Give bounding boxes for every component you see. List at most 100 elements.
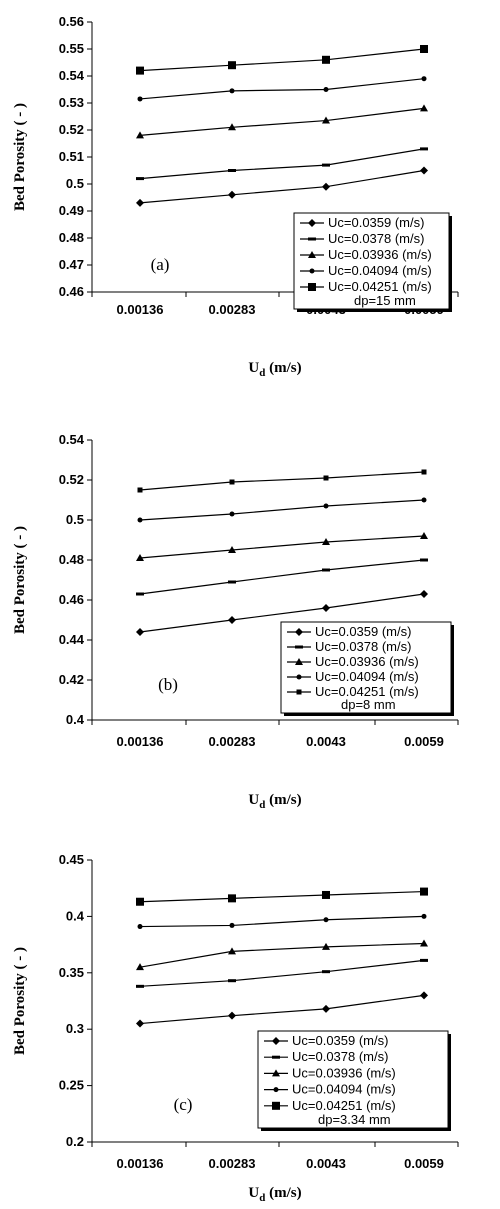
x-tick-label: 0.0059	[404, 734, 444, 749]
legend-entry: Uc=0.0359 (m/s)	[292, 1033, 388, 1048]
y-axis-title: Bed Porosity ( - )	[12, 103, 28, 211]
series-line	[139, 915, 425, 928]
data-point	[420, 939, 428, 947]
legend-swatch-marker	[273, 1087, 279, 1093]
x-axis-title-subscript: d	[259, 367, 265, 379]
legend-swatch-marker	[272, 1055, 280, 1059]
data-point	[136, 198, 144, 207]
x-axis-title: Ud (m/s)	[248, 360, 301, 379]
data-point	[228, 979, 236, 983]
data-point	[322, 970, 330, 974]
series-5	[136, 45, 428, 75]
series-5	[137, 469, 427, 493]
legend-swatch-marker	[295, 628, 303, 636]
series-line	[139, 148, 425, 180]
legend-swatch-marker	[272, 1069, 280, 1077]
legend-entry: Uc=0.03936 (m/s)	[315, 654, 419, 669]
data-point	[136, 592, 144, 596]
x-tick-label: 0.00283	[209, 302, 256, 317]
legend-entry: Uc=0.04251 (m/s)	[292, 1098, 396, 1113]
y-tick-label: 0.3	[66, 1021, 84, 1036]
data-point	[322, 568, 330, 572]
x-tick-label: 0.00136	[117, 302, 164, 317]
y-tick-label: 0.4	[66, 908, 85, 923]
data-point	[228, 123, 236, 131]
data-point	[229, 479, 235, 485]
data-point	[322, 890, 330, 899]
legend-entry: Uc=0.0378 (m/s)	[328, 231, 424, 246]
series-4	[137, 76, 427, 102]
data-point	[229, 511, 235, 517]
series-line	[139, 890, 425, 903]
y-tick-label: 0.53	[59, 95, 84, 110]
legend-swatch-marker	[272, 1101, 280, 1110]
data-point	[137, 96, 143, 102]
data-point	[228, 169, 236, 172]
y-axis-title: Bed Porosity ( - )	[12, 947, 28, 1055]
series-line	[139, 942, 425, 968]
x-axis-title-subscript: d	[259, 799, 265, 811]
y-tick-label: 0.54	[59, 432, 85, 447]
y-tick-label: 0.45	[59, 852, 84, 867]
data-point	[229, 88, 235, 94]
legend-entry: Uc=0.04094 (m/s)	[292, 1082, 396, 1097]
series-line	[139, 78, 425, 100]
series-line	[139, 499, 425, 521]
data-point	[136, 1019, 144, 1028]
series-2	[136, 958, 428, 988]
data-point	[228, 947, 236, 955]
legend-entry: Uc=0.0378 (m/s)	[292, 1049, 388, 1064]
y-tick-label: 0.42	[59, 672, 84, 687]
legend-swatch-marker	[272, 1037, 280, 1045]
y-tick-label: 0.44	[59, 632, 85, 647]
x-axis-title-main: U	[248, 792, 259, 808]
data-point	[136, 984, 144, 988]
legend-entry: Uc=0.04251 (m/s)	[315, 684, 419, 699]
y-tick-label: 0.52	[59, 472, 84, 487]
data-point	[420, 558, 428, 562]
data-point	[229, 922, 235, 928]
series-line	[139, 593, 425, 633]
panel-label: (a)	[151, 255, 170, 274]
data-point	[323, 475, 329, 481]
data-point	[136, 131, 144, 139]
x-tick-label: 0.0043	[306, 734, 346, 749]
y-tick-label: 0.5	[66, 512, 84, 527]
y-tick-label: 0.5	[66, 176, 84, 191]
legend-box	[280, 621, 452, 714]
x-axis-title-subscript: d	[259, 1192, 265, 1204]
y-tick-label: 0.46	[59, 592, 84, 607]
data-point	[228, 190, 236, 199]
y-axis-title: Bed Porosity ( - )	[12, 526, 28, 634]
data-point	[136, 66, 144, 75]
x-tick-label: 0.0059	[404, 1156, 444, 1171]
x-axis-title-unit: (m/s)	[265, 360, 301, 376]
chart-panel-a: 0.46 0.47 0.48 0.49 0.5 0.51 0.52 0.53 0.54 0.55 0…	[12, 14, 459, 379]
data-point	[420, 45, 428, 53]
data-point	[322, 163, 330, 167]
y-tick-label: 0.47	[59, 257, 84, 272]
chart-panel-b: 0.4 0.42 0.44 0.46 0.48 0.5 0.52 0.54 0.00136 0.0…	[12, 432, 459, 811]
legend-entry: Uc=0.0378 (m/s)	[315, 639, 411, 654]
data-point	[420, 887, 428, 896]
legend-entry: Uc=0.04094 (m/s)	[315, 669, 419, 684]
x-axis-title-unit: (m/s)	[265, 792, 301, 808]
data-point	[420, 104, 428, 112]
data-point	[322, 116, 330, 124]
legend-note: dp=8 mm	[341, 697, 396, 712]
data-point	[137, 924, 143, 930]
data-point	[420, 147, 428, 151]
legend-swatch-marker	[296, 674, 302, 680]
y-tick-label: 0.54	[59, 68, 85, 83]
x-tick-label: 0.00136	[117, 1156, 164, 1171]
panel-label: (b)	[158, 675, 178, 694]
x-axis-title-main: U	[248, 1185, 259, 1201]
series-2	[136, 147, 428, 181]
legend-entry: Uc=0.04251 (m/s)	[328, 279, 432, 294]
data-point	[136, 963, 144, 971]
y-tick-label: 0.4	[66, 712, 85, 727]
legend-swatch-marker	[308, 251, 316, 258]
data-point	[322, 538, 330, 545]
legend: Uc=0.0359 (m/s)Uc=0.0378 (m/s)Uc=0.03936…	[293, 212, 452, 312]
